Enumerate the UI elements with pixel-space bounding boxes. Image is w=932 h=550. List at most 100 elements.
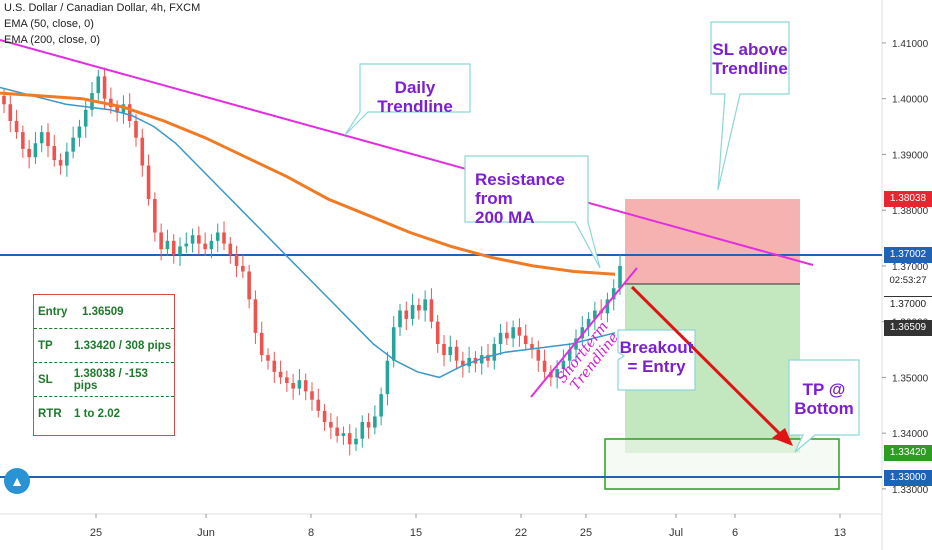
candle-body: [115, 107, 119, 113]
candle-body: [461, 360, 465, 367]
resistance-text: Resistance from 200 MA: [465, 170, 588, 227]
candle-body: [272, 360, 277, 372]
candle-body: [542, 360, 547, 372]
candle-body: [329, 422, 333, 428]
trade-stats-box: Entry 1.36509 TP 1.33420 / 308 pips SL 1.38…: [33, 294, 175, 436]
callout-breakout: [617, 329, 696, 391]
x-tick-label: 25: [580, 527, 592, 539]
tp-target-box: [604, 438, 840, 490]
candle-body: [171, 240, 176, 255]
candle-body: [127, 104, 132, 121]
candle-body: [46, 132, 50, 147]
sl-text: SL above Trendline: [711, 40, 789, 78]
tp-text: TP @ Bottom: [789, 380, 859, 418]
candle-body: [27, 148, 31, 158]
candle-body: [247, 271, 251, 300]
candle-body: [316, 399, 321, 411]
stats-sl-value: 1.38038 / -153 pips: [73, 367, 148, 392]
candle-body: [209, 240, 214, 250]
candle-body: [618, 265, 622, 289]
candle-body: [77, 126, 82, 138]
symbol-title: U.S. Dollar / Canadian Dollar, 4h, FXCM: [4, 2, 201, 14]
candle-body: [435, 321, 440, 344]
candle-body: [190, 235, 195, 244]
candle-body: [58, 159, 63, 166]
candle-body: [373, 416, 377, 428]
x-tick-label: Jul: [669, 527, 683, 539]
candle-body: [498, 332, 503, 344]
candle-body: [454, 346, 459, 361]
candle-body: [429, 299, 434, 322]
trade-arrow-head: [772, 428, 793, 446]
candle-body: [134, 120, 138, 138]
tp-text-line1: TP @: [802, 380, 846, 399]
candle-body: [140, 137, 145, 166]
candle-body: [467, 357, 471, 367]
candle-body: [530, 343, 534, 350]
candle-body: [391, 327, 396, 361]
y-tick-label: 1.33000: [892, 485, 929, 496]
candle-body: [486, 355, 490, 361]
candle-body: [417, 304, 421, 311]
candle-body: [567, 349, 572, 361]
candle-body: [33, 143, 38, 158]
candle-body: [479, 355, 484, 364]
x-axis-ticks: 25 Jun 8 15 22 25 Jul 6 13: [90, 514, 846, 539]
stats-entry-key: Entry: [38, 305, 68, 318]
candle-body: [184, 243, 189, 247]
candle-body: [448, 346, 453, 356]
price-tag-current: 1.37000: [884, 296, 932, 313]
x-tick-label: 25: [90, 527, 102, 539]
y-tick-label: 1.40000: [892, 95, 929, 106]
candle-body: [14, 120, 19, 133]
sl-text-line1: SL above: [712, 40, 788, 59]
candle-body: [310, 391, 314, 400]
stats-entry-value: 1.36509: [82, 305, 124, 318]
candle-body: [605, 299, 610, 314]
stats-sl: SL 1.38038 / -153 pips: [34, 363, 174, 397]
price-tag-entry: 1.36509: [884, 320, 932, 336]
resistance-text-line2: 200 MA: [475, 208, 535, 227]
candle-body: [523, 335, 528, 344]
price-tag-resistance: 1.37002: [884, 247, 932, 263]
candle-body: [398, 310, 402, 328]
candle-body: [102, 76, 107, 99]
candle-body: [593, 310, 597, 319]
x-tick-label: 8: [308, 527, 314, 539]
candle-body: [555, 369, 559, 378]
candle-body: [65, 151, 69, 166]
stats-entry: Entry 1.36509: [34, 295, 174, 329]
candle-body: [165, 240, 170, 250]
candle-body: [39, 132, 44, 144]
candle-body: [228, 243, 233, 255]
candle-body: [253, 299, 258, 333]
daily-trendline: [0, 39, 814, 266]
candle-body: [442, 343, 446, 356]
candle-body: [21, 132, 25, 149]
candle-body: [222, 232, 226, 244]
candle-body: [360, 422, 365, 439]
candle-body: [303, 380, 308, 392]
stats-rtr-key: RTR: [38, 408, 62, 420]
price-tag-sl: 1.38038: [884, 191, 932, 207]
x-tick-label: Jun: [197, 527, 215, 539]
candle-body: [379, 394, 383, 417]
y-tick-label: 1.34000: [892, 429, 929, 440]
candle-body: [536, 349, 541, 361]
x-tick-label: 6: [732, 527, 738, 539]
tradingview-logo[interactable]: ▲: [4, 468, 30, 494]
candle-body: [234, 254, 239, 266]
stats-tp: TP 1.33420 / 308 pips: [34, 329, 174, 363]
ema-200-line: [0, 91, 616, 276]
candle-body: [8, 104, 13, 121]
breakout-text-line1: Breakout: [619, 338, 694, 357]
candle-body: [291, 382, 295, 389]
candle-body: [423, 299, 427, 311]
candle-body: [278, 371, 283, 378]
sl-text-line2: Trendline: [712, 59, 788, 78]
candle-body: [197, 235, 201, 244]
ema-50-line: [0, 86, 616, 379]
candle-body: [266, 355, 270, 361]
y-tick-label: 1.37000: [892, 262, 929, 273]
